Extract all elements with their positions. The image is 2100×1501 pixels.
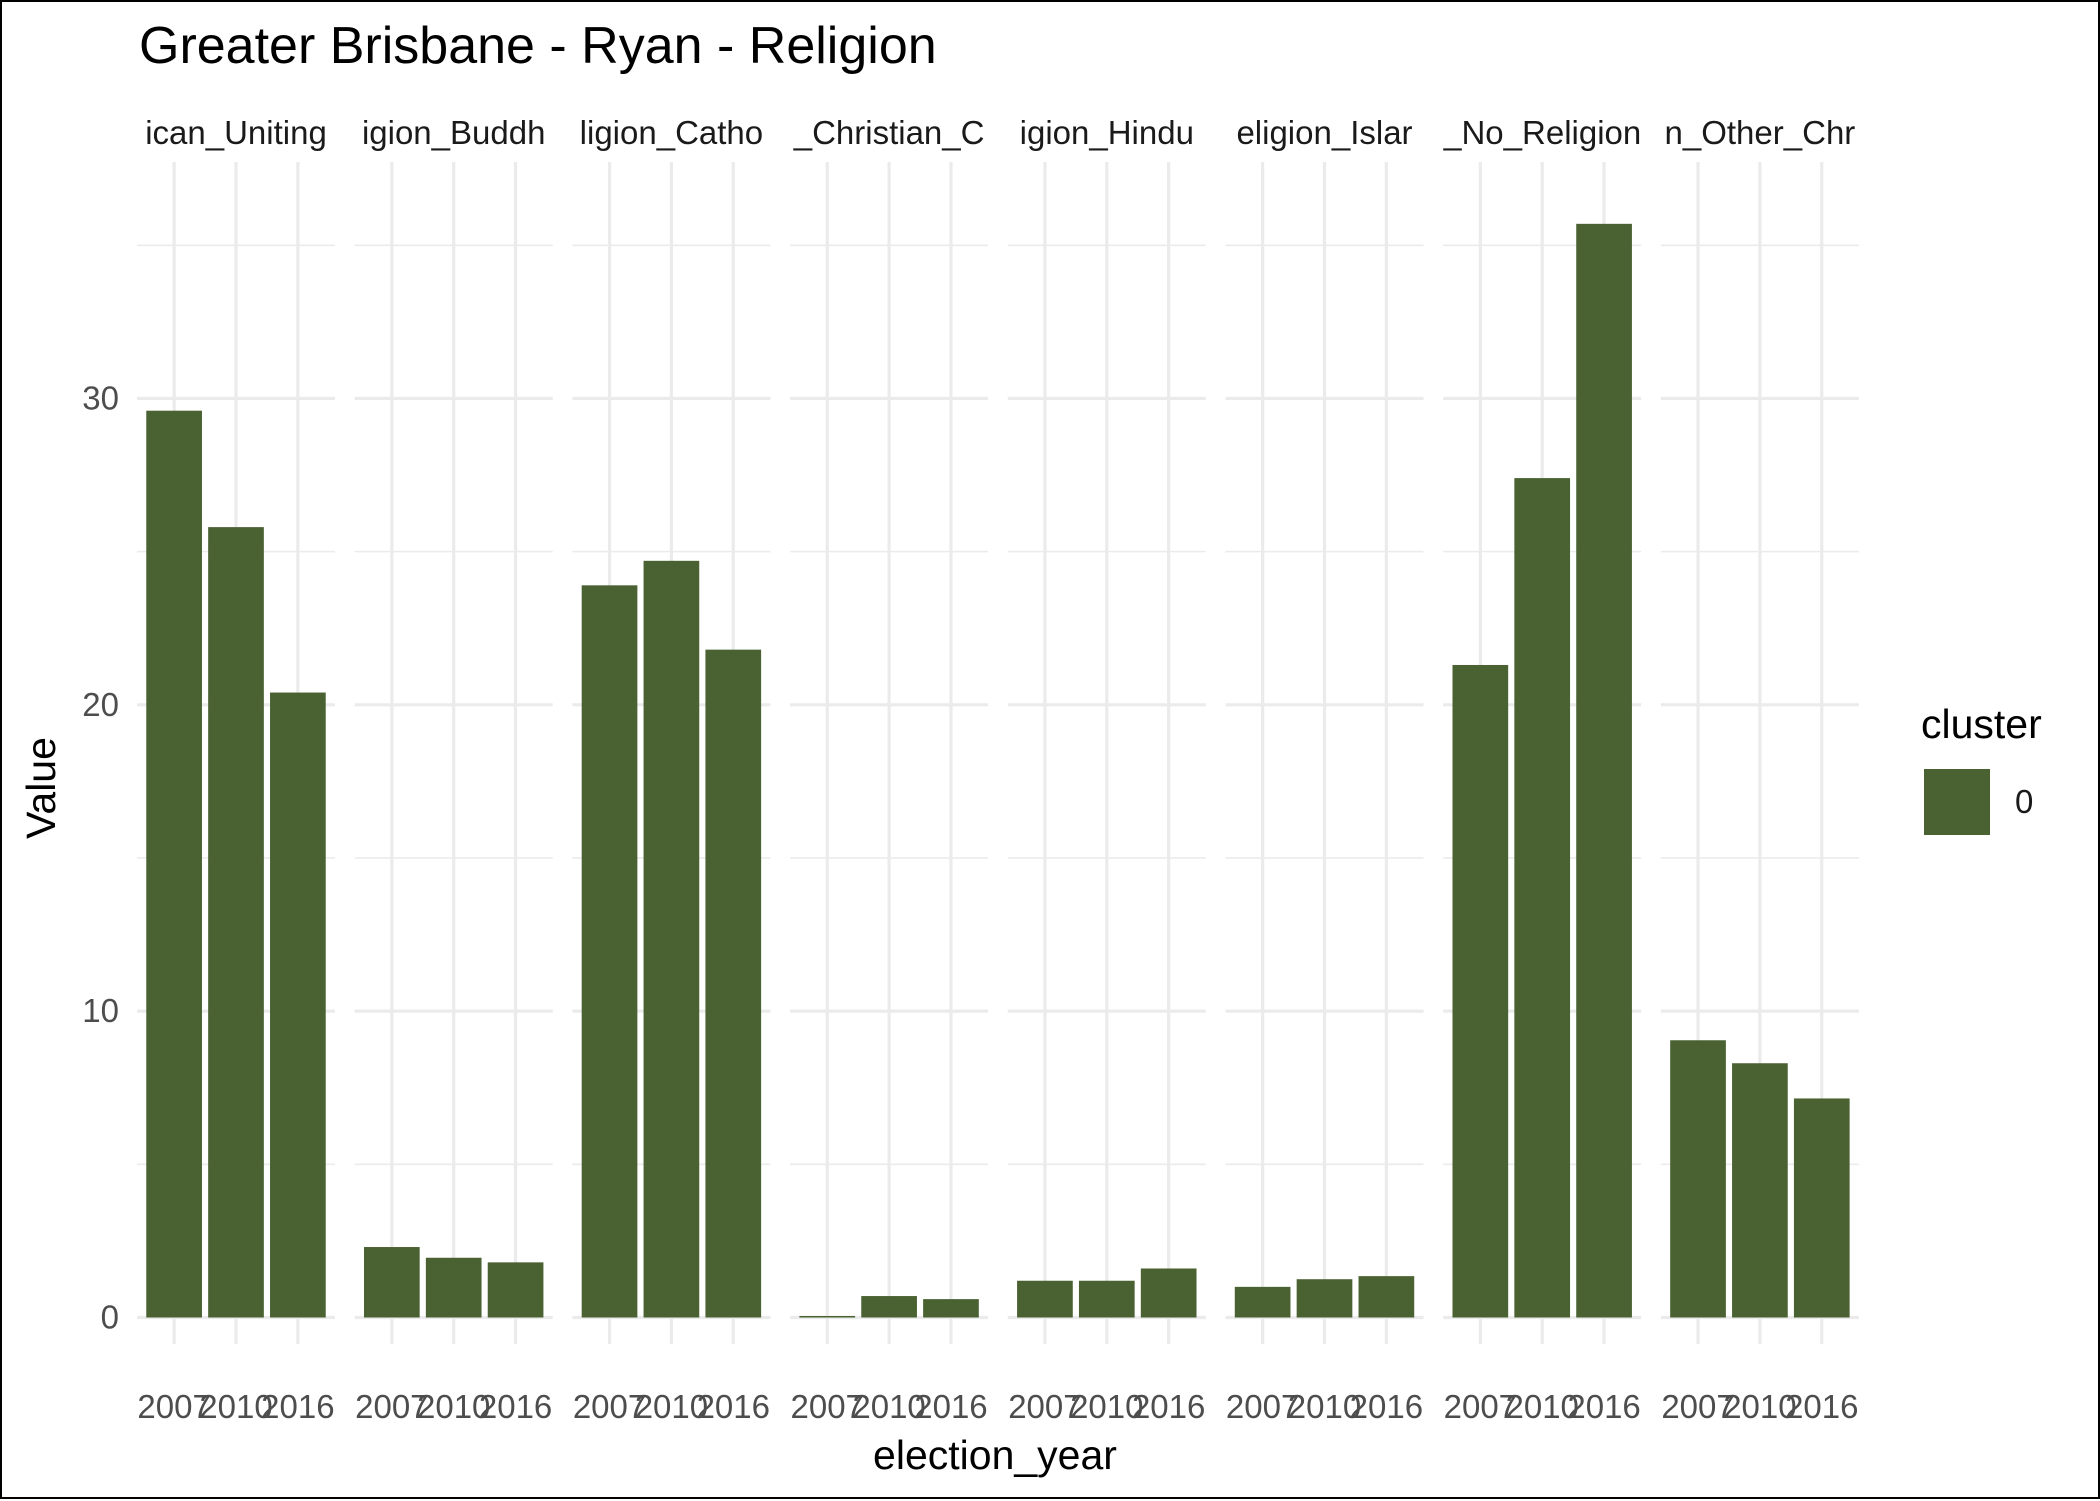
facet-strip-label: igion_Hindu [1020,114,1194,151]
chart-title: Greater Brisbane - Ryan - Religion [139,17,937,75]
y-tick-label: 30 [82,379,119,416]
legend: cluster 0 [1921,701,2042,835]
x-tick-label: 2010 [417,1388,490,1425]
bar [1078,1280,1135,1318]
y-tick-label: 0 [101,1299,119,1336]
bar [270,692,326,1318]
bar [208,527,264,1318]
y-axis: 0 10 20 30 [82,379,119,1335]
bar [1732,1063,1788,1318]
bar [1234,1286,1291,1318]
x-tick-label: 2016 [1132,1388,1205,1425]
x-tick-label: 2007 [1661,1388,1734,1425]
x-tick-label: 2016 [697,1388,770,1425]
legend-title: cluster [1921,701,2042,747]
bar [1452,664,1509,1318]
y-tick-label: 10 [82,992,119,1029]
x-tick-label: 2016 [261,1388,334,1425]
bar [1017,1280,1073,1318]
y-axis-title: Value [18,737,64,839]
bar [1296,1279,1353,1318]
x-tick-label: 2007 [1226,1388,1299,1425]
bar [425,1257,482,1318]
x-tick-label: 2010 [1288,1388,1361,1425]
x-tick-label: 2007 [1008,1388,1081,1425]
y-tick-label: 20 [82,686,119,723]
x-axis-title: election_year [873,1432,1117,1478]
x-tick-label: 2016 [1567,1388,1640,1425]
x-tick-label: 2016 [1785,1388,1858,1425]
facet-strip-label: ican_Uniting [145,114,327,151]
x-tick-label: 2010 [852,1388,925,1425]
bar [861,1296,917,1318]
bar [487,1262,544,1318]
bar [1514,478,1571,1318]
bar [363,1247,420,1318]
facet-strip-label: _Christian_C [793,114,985,151]
x-tick-label: 2007 [573,1388,646,1425]
legend-key-swatch [1924,769,1990,835]
facet-strip-label: eligion_Islar [1236,114,1412,151]
bar [581,585,638,1318]
x-tick-label: 2007 [355,1388,428,1425]
facet-strip-label: _No_Religion [1442,114,1641,151]
bar [1793,1098,1850,1318]
x-tick-label: 2010 [1723,1388,1796,1425]
x-tick-label: 2007 [137,1388,210,1425]
x-tick-label: 2010 [199,1388,272,1425]
x-tick-label: 2007 [1444,1388,1517,1425]
x-tick-label: 2010 [635,1388,708,1425]
x-tick-label: 2016 [1350,1388,1423,1425]
bar [1358,1276,1415,1318]
legend-item-label: 0 [2015,783,2033,820]
bar [705,649,762,1318]
bar [799,1315,856,1318]
x-tick-label: 2010 [1505,1388,1578,1425]
facet-strip-label: igion_Buddh [362,114,546,151]
bar [1140,1268,1197,1318]
bar [1576,223,1632,1318]
bar [146,410,202,1318]
x-tick-label: 2007 [791,1388,864,1425]
facet-strip-label: n_Other_Chr [1665,114,1856,151]
x-tick-label: 2016 [479,1388,552,1425]
bar [1670,1040,1726,1318]
x-tick-label: 2016 [914,1388,987,1425]
facet-panels: ican_Uniting200720102016igion_Buddh20072… [137,114,1859,1425]
facet-strip-label: ligion_Catho [580,114,763,151]
bar [643,560,700,1318]
x-tick-label: 2010 [1070,1388,1143,1425]
bar [923,1299,979,1318]
